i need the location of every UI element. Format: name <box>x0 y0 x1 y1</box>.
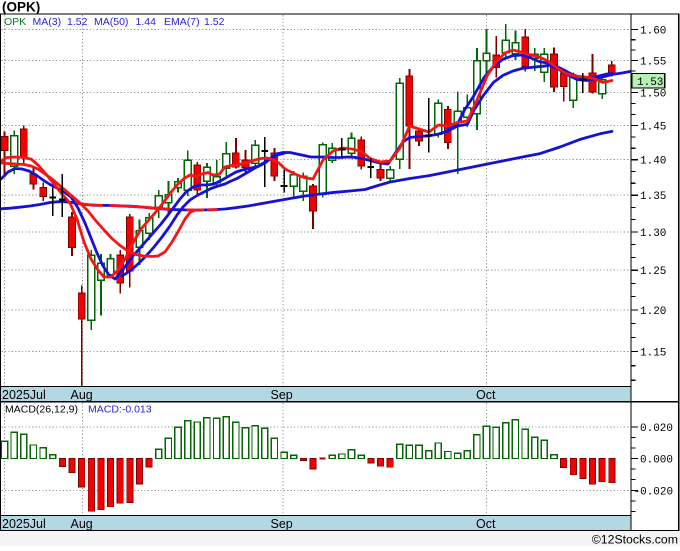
svg-text:MACD:-0.013: MACD:-0.013 <box>88 404 152 416</box>
svg-text:1.50: 1.50 <box>640 88 666 100</box>
svg-text:MA(3): MA(3) <box>33 16 62 28</box>
svg-text:1.25: 1.25 <box>640 266 666 278</box>
svg-text:2025Jul: 2025Jul <box>2 517 46 531</box>
svg-text:1.15: 1.15 <box>640 348 666 360</box>
svg-text:MACD(26,12,9): MACD(26,12,9) <box>5 404 78 416</box>
svg-text:2025Jul: 2025Jul <box>2 388 46 402</box>
svg-text:EMA(7): EMA(7) <box>164 16 200 28</box>
svg-text:MA(50): MA(50) <box>94 16 128 28</box>
svg-text:Oct: Oct <box>476 517 496 531</box>
svg-text:Aug: Aug <box>71 388 93 402</box>
svg-text:1.20: 1.20 <box>640 306 666 318</box>
svg-text:1.30: 1.30 <box>640 228 666 240</box>
svg-text:-0.020: -0.020 <box>634 487 674 499</box>
svg-text:(OPK): (OPK) <box>2 0 40 15</box>
svg-text:1.45: 1.45 <box>640 122 666 134</box>
svg-text:OPK: OPK <box>4 16 26 28</box>
svg-text:1.35: 1.35 <box>640 191 666 203</box>
svg-text:1.60: 1.60 <box>640 26 666 38</box>
svg-text:1.44: 1.44 <box>136 16 157 28</box>
svg-text:0.000: 0.000 <box>640 455 673 467</box>
svg-text:1.52: 1.52 <box>67 16 88 28</box>
svg-text:©12Stocks.com: ©12Stocks.com <box>592 533 678 547</box>
svg-text:Aug: Aug <box>71 517 93 531</box>
svg-text:1.55: 1.55 <box>640 57 666 69</box>
svg-text:1.53: 1.53 <box>637 77 663 89</box>
svg-text:Oct: Oct <box>476 388 496 402</box>
svg-text:0.020: 0.020 <box>640 423 673 435</box>
svg-text:1.40: 1.40 <box>640 156 666 168</box>
svg-text:1.52: 1.52 <box>204 16 225 28</box>
svg-text:Sep: Sep <box>271 517 293 531</box>
svg-text:Sep: Sep <box>271 388 293 402</box>
